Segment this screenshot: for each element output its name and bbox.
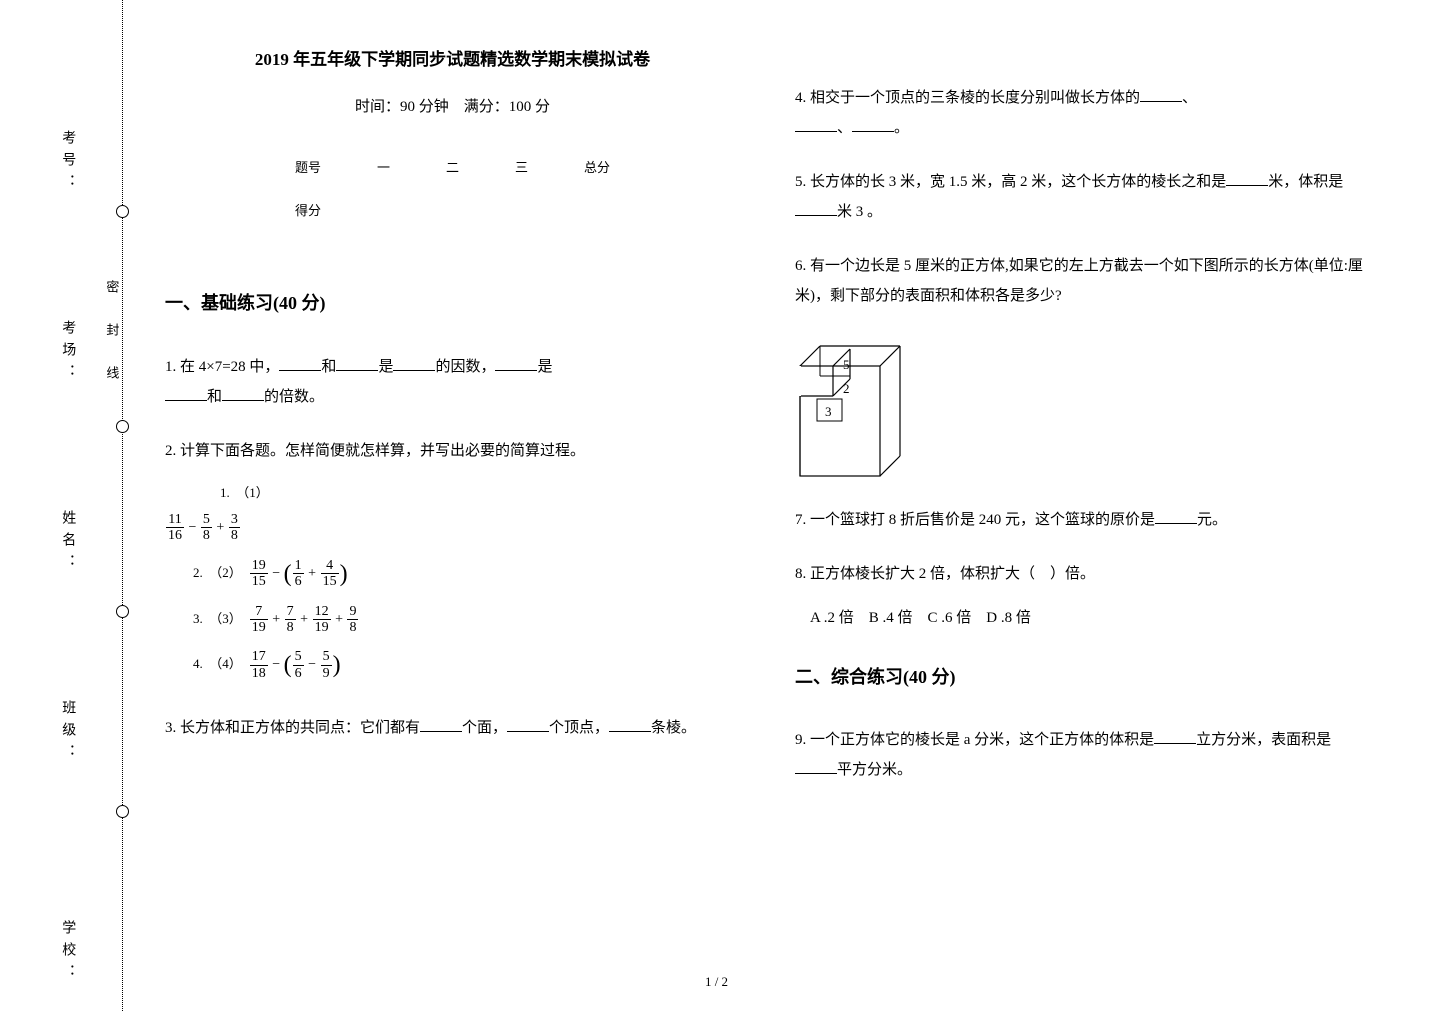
blank[interactable]	[609, 717, 651, 732]
question-3: 3. 长方体和正方体的共同点：它们都有个面，个顶点，条棱。	[165, 713, 740, 743]
blank[interactable]	[1140, 87, 1182, 102]
left-column: 2019 年五年级下学期同步试题精选数学期末模拟试卷 时间：90 分钟 满分：1…	[165, 45, 740, 809]
section-2-title: 二、综合练习(40 分)	[795, 661, 1370, 693]
label-xuexiao: 学校：	[55, 920, 80, 986]
question-8: 8. 正方体棱长扩大 2 倍，体积扩大（ ）倍。 A .2 倍 B .4 倍 C…	[795, 559, 1370, 633]
expr-3: 3. （3） 719 + 78 + 1219 + 98	[193, 604, 740, 636]
th: 二	[418, 146, 487, 189]
blank[interactable]	[795, 117, 837, 132]
blank[interactable]	[222, 386, 264, 401]
binding-margin: 考号： 考场： 姓名： 班级： 学校： 密封线	[0, 0, 130, 1011]
q2-text: 2. 计算下面各题。怎样简便就怎样算，并写出必要的简算过程。	[165, 436, 740, 466]
question-6: 6. 有一个边长是 5 厘米的正方体,如果它的左上方截去一个如下图所示的长方体(…	[795, 251, 1370, 481]
cube-diagram: 5 2 3	[795, 331, 1370, 481]
blank[interactable]	[336, 356, 378, 371]
blank[interactable]	[1226, 171, 1268, 186]
binding-circle	[116, 605, 129, 618]
table-row: 题号 一 二 三 总分	[267, 146, 638, 189]
dim-3: 3	[825, 404, 832, 419]
q2-item-1: 1. （1）	[220, 480, 740, 506]
blank[interactable]	[1155, 509, 1197, 524]
seal-line-label: 密封线	[100, 280, 123, 409]
label-xingming: 姓名：	[55, 510, 80, 576]
score-table: 题号 一 二 三 总分 得分	[267, 146, 638, 233]
expr-1: 1116 − 58 + 38	[165, 512, 740, 544]
expr-2: 2. （2） 1915 − (16 + 415)	[193, 550, 740, 598]
page-number: 1 / 2	[705, 970, 728, 993]
blank[interactable]	[795, 201, 837, 216]
blank[interactable]	[165, 386, 207, 401]
question-7: 7. 一个篮球打 8 折后售价是 240 元，这个篮球的原价是元。	[795, 505, 1370, 535]
dim-2: 2	[843, 381, 850, 396]
dotted-line	[122, 0, 123, 1011]
right-column: 4. 相交于一个顶点的三条棱的长度分别叫做长方体的、、。 5. 长方体的长 3 …	[795, 45, 1370, 809]
th: 三	[487, 146, 556, 189]
th: 题号	[267, 146, 349, 189]
binding-circle	[116, 420, 129, 433]
blank[interactable]	[507, 717, 549, 732]
question-4: 4. 相交于一个顶点的三条棱的长度分别叫做长方体的、、。	[795, 83, 1370, 143]
q8-options: A .2 倍 B .4 倍 C .6 倍 D .8 倍	[795, 603, 1370, 633]
blank[interactable]	[393, 356, 435, 371]
blank[interactable]	[495, 356, 537, 371]
question-5: 5. 长方体的长 3 米，宽 1.5 米，高 2 米，这个长方体的棱长之和是米，…	[795, 167, 1370, 227]
exam-title: 2019 年五年级下学期同步试题精选数学期末模拟试卷	[165, 45, 740, 76]
label-kaochang: 考场：	[55, 320, 80, 386]
label-banji: 班级：	[55, 700, 80, 766]
section-1-title: 一、基础练习(40 分)	[165, 287, 740, 319]
td: 得分	[267, 189, 349, 232]
expr-4: 4. （4） 1718 − (56 − 59)	[193, 641, 740, 689]
th: 总分	[556, 146, 638, 189]
exam-subtitle: 时间：90 分钟 满分：100 分	[165, 94, 740, 121]
th: 一	[349, 146, 418, 189]
question-9: 9. 一个正方体它的棱长是 a 分米，这个正方体的体积是立方分米，表面积是平方分…	[795, 725, 1370, 785]
blank[interactable]	[1154, 729, 1196, 744]
question-2: 2. 计算下面各题。怎样简便就怎样算，并写出必要的简算过程。 1. （1） 11…	[165, 436, 740, 690]
content: 2019 年五年级下学期同步试题精选数学期末模拟试卷 时间：90 分钟 满分：1…	[165, 45, 1395, 809]
question-1: 1. 在 4×7=28 中，和是的因数，是和的倍数。	[165, 352, 740, 412]
binding-circle	[116, 805, 129, 818]
table-row: 得分	[267, 189, 638, 232]
blank[interactable]	[852, 117, 894, 132]
label-kaohao: 考号：	[55, 130, 80, 196]
q1-text: 1. 在 4×7=28 中，	[165, 359, 279, 375]
blank[interactable]	[279, 356, 321, 371]
blank[interactable]	[420, 717, 462, 732]
dim-5: 5	[843, 357, 850, 372]
binding-circle	[116, 205, 129, 218]
blank[interactable]	[795, 759, 837, 774]
